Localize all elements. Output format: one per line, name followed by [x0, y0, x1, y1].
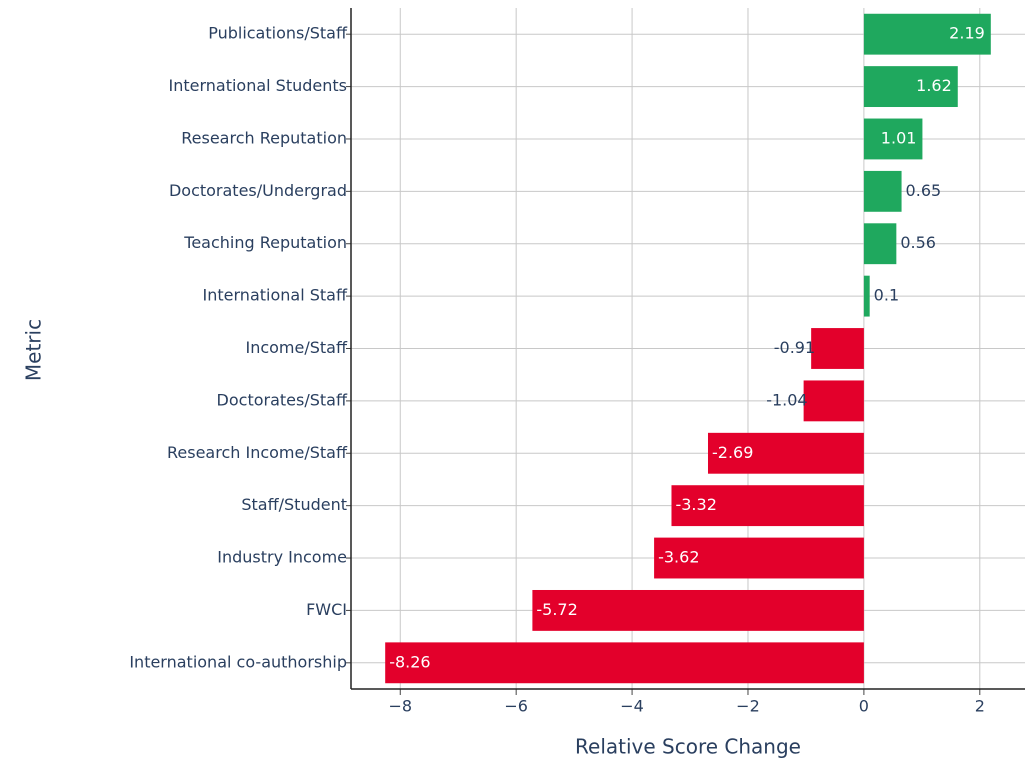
y-tick-label: International Staff: [203, 286, 348, 305]
data-label: 0.56: [900, 233, 936, 252]
x-tick-label: 2: [975, 697, 985, 716]
data-label: 0.1: [874, 286, 899, 305]
bar: [532, 589, 864, 631]
x-tick-label: −6: [504, 697, 528, 716]
data-label: -5.72: [536, 600, 577, 619]
y-axis-title: Metric: [22, 319, 46, 381]
data-label: 1.01: [881, 128, 917, 147]
x-tick-label: −2: [736, 697, 760, 716]
y-tick-label: Research Income/Staff: [167, 443, 348, 462]
y-tick-label: Doctorates/Undergrad: [169, 181, 347, 200]
data-label: -1.04: [766, 390, 807, 409]
y-tick-label: Industry Income: [217, 548, 347, 567]
data-label: -3.32: [675, 495, 716, 514]
bar: [863, 13, 991, 55]
y-tick-label: Staff/Student: [241, 495, 347, 514]
data-label: 2.19: [949, 24, 985, 43]
bar: [707, 432, 864, 474]
data-label: -2.69: [712, 443, 753, 462]
bar: [811, 328, 864, 369]
data-label: -3.62: [658, 548, 699, 567]
bar: [863, 66, 958, 108]
bar: [863, 275, 870, 317]
y-tick-label: Publications/Staff: [208, 24, 348, 43]
bar: [803, 380, 864, 422]
x-axis-title: Relative Score Change: [575, 735, 801, 759]
data-label: -0.91: [774, 338, 815, 357]
x-tick-label: −4: [620, 697, 644, 716]
data-label: -8.26: [389, 652, 430, 671]
y-tick-label: Income/Staff: [245, 338, 348, 357]
data-label: 1.62: [916, 76, 952, 95]
y-tick-label: International Students: [168, 76, 347, 95]
bar: [385, 642, 864, 684]
bar: [654, 537, 864, 579]
bar: [863, 118, 923, 160]
y-tick-label: FWCI: [306, 600, 347, 619]
y-tick-label: Doctorates/Staff: [217, 390, 348, 409]
data-label: 0.65: [906, 181, 942, 200]
bar: [671, 485, 864, 527]
x-tick-label: 0: [859, 697, 869, 716]
y-tick-label: Teaching Reputation: [183, 233, 347, 252]
y-tick-label: Research Reputation: [181, 128, 347, 147]
y-tick-label: International co-authorship: [129, 652, 347, 671]
bar: [863, 170, 902, 212]
bar: [863, 223, 897, 265]
x-tick-label: −8: [388, 697, 412, 716]
